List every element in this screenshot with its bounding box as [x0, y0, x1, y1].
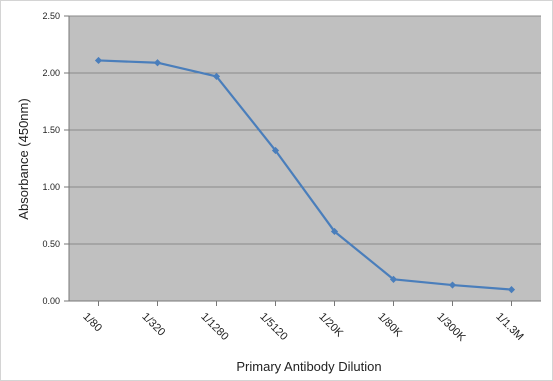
plot-area — [68, 15, 541, 302]
y-tick-label: 0.50 — [42, 239, 60, 249]
y-tick-label: 1.50 — [42, 125, 60, 135]
x-tick-label: 1/80 — [80, 311, 104, 335]
x-tick-label: 1/80K — [375, 311, 404, 340]
x-tick-label: 1/20K — [316, 311, 345, 340]
data-point — [212, 72, 221, 81]
x-tick-label: 1/5120 — [257, 311, 289, 343]
series-group — [94, 56, 516, 294]
x-tick-label: 1/1.3M — [493, 311, 525, 343]
series-line — [98, 59, 512, 291]
data-point — [389, 275, 398, 283]
data-point — [448, 281, 457, 289]
x-axis-title: Primary Antibody Dilution — [236, 359, 381, 374]
data-point — [330, 227, 339, 236]
y-tick-label: 2.00 — [42, 68, 60, 78]
y-axis-ticks: 0.00 0.50 1.00 1.50 2.00 2.50 — [42, 11, 69, 306]
y-axis-title: Absorbance (450nm) — [16, 98, 31, 219]
data-point — [153, 59, 162, 67]
data-point — [507, 286, 516, 294]
x-tick-label: 1/320 — [139, 311, 167, 339]
y-tick-label: 2.50 — [42, 11, 60, 21]
data-point — [94, 56, 103, 65]
plot-background — [69, 16, 541, 301]
x-tick-label: 1/300K — [434, 311, 468, 345]
x-axis-ticks: 1/80 1/320 1/1280 1/5120 1/20K 1/80K 1/300K 1/1… — [80, 301, 526, 345]
y-tick-label: 0.00 — [42, 296, 60, 306]
data-point — [271, 146, 280, 155]
x-tick-label: 1/1280 — [198, 311, 230, 343]
y-tick-label: 1.00 — [42, 182, 60, 192]
